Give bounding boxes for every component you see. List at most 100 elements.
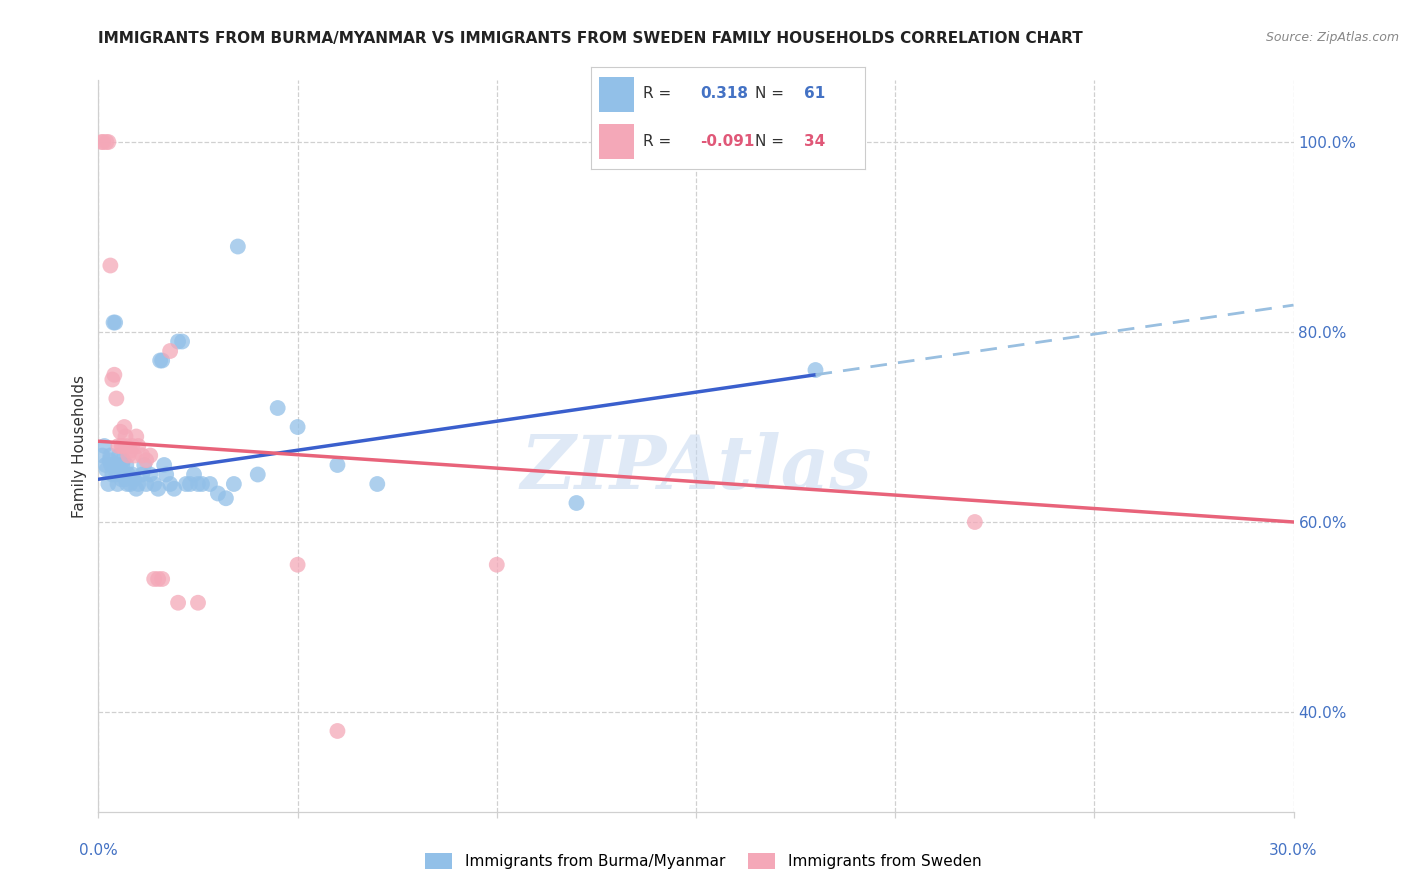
Point xyxy=(287,558,309,572)
Point xyxy=(121,467,143,482)
Point xyxy=(115,458,138,472)
Text: IMMIGRANTS FROM BURMA/MYANMAR VS IMMIGRANTS FROM SWEDEN FAMILY HOUSEHOLDS CORREL: IMMIGRANTS FROM BURMA/MYANMAR VS IMMIGRA… xyxy=(98,31,1083,46)
Point xyxy=(111,439,134,453)
Text: 34: 34 xyxy=(804,135,825,149)
Point xyxy=(246,467,269,482)
Point xyxy=(101,372,124,386)
Point xyxy=(207,486,229,500)
Point xyxy=(150,353,173,368)
Point xyxy=(963,515,986,529)
Point xyxy=(125,482,148,496)
Point xyxy=(121,439,143,453)
Point xyxy=(222,477,245,491)
Point xyxy=(107,477,129,491)
Point xyxy=(153,458,176,472)
Point xyxy=(103,316,125,330)
Point xyxy=(127,477,149,491)
Point xyxy=(103,368,125,382)
Point xyxy=(159,477,181,491)
Point xyxy=(215,491,238,506)
Point xyxy=(134,458,156,472)
Point xyxy=(117,449,139,463)
Point xyxy=(183,467,205,482)
Point xyxy=(90,135,112,149)
Point xyxy=(148,572,170,586)
Point xyxy=(267,401,290,415)
Point xyxy=(98,453,121,467)
Point xyxy=(143,477,166,491)
Text: ZIPAtlas: ZIPAtlas xyxy=(520,432,872,504)
Text: R =: R = xyxy=(643,86,671,101)
Point xyxy=(135,477,157,491)
Text: 61: 61 xyxy=(804,86,825,101)
Point xyxy=(226,239,249,253)
Y-axis label: Family Households: Family Households xyxy=(72,375,87,517)
Point xyxy=(111,458,134,472)
Point xyxy=(115,439,138,453)
FancyBboxPatch shape xyxy=(599,124,634,159)
Point xyxy=(100,259,122,273)
Point xyxy=(135,453,157,467)
Point xyxy=(107,439,129,453)
Point xyxy=(91,449,114,463)
Point xyxy=(100,449,122,463)
Point xyxy=(124,449,146,463)
Point xyxy=(804,363,827,377)
Point xyxy=(105,392,128,406)
Text: N =: N = xyxy=(755,135,785,149)
Point xyxy=(148,482,170,496)
Point xyxy=(96,135,118,149)
Point xyxy=(287,420,309,434)
Point xyxy=(103,458,125,472)
Point xyxy=(114,472,136,486)
Point xyxy=(163,482,186,496)
Point xyxy=(124,472,146,486)
Point xyxy=(96,463,118,477)
Point xyxy=(150,572,173,586)
Point xyxy=(110,439,132,453)
Point xyxy=(127,439,149,453)
Point xyxy=(91,135,114,149)
Point xyxy=(112,467,135,482)
Point xyxy=(155,467,177,482)
Point xyxy=(112,420,135,434)
Legend: Immigrants from Burma/Myanmar, Immigrants from Sweden: Immigrants from Burma/Myanmar, Immigrant… xyxy=(419,847,987,875)
Point xyxy=(120,443,142,458)
Point xyxy=(565,496,588,510)
Point xyxy=(159,344,181,359)
Point xyxy=(117,467,139,482)
Text: 0.318: 0.318 xyxy=(700,86,748,101)
Point xyxy=(97,135,120,149)
Point xyxy=(139,467,162,482)
Point xyxy=(105,467,128,482)
Text: R =: R = xyxy=(643,135,671,149)
Point xyxy=(172,334,194,349)
Point xyxy=(131,467,153,482)
Point xyxy=(110,463,132,477)
Text: Source: ZipAtlas.com: Source: ZipAtlas.com xyxy=(1265,31,1399,45)
Point xyxy=(131,449,153,463)
Point xyxy=(191,477,214,491)
Point xyxy=(107,458,129,472)
Point xyxy=(149,353,172,368)
Point xyxy=(326,458,349,472)
Point xyxy=(326,723,349,738)
Point xyxy=(125,429,148,443)
Point xyxy=(108,449,131,463)
Point xyxy=(114,429,136,443)
Point xyxy=(97,477,120,491)
Point xyxy=(179,477,201,491)
Point xyxy=(101,467,124,482)
Point xyxy=(187,477,209,491)
Point xyxy=(112,453,135,467)
Point xyxy=(94,458,117,472)
Point xyxy=(167,334,190,349)
Text: N =: N = xyxy=(755,86,785,101)
Point xyxy=(120,477,142,491)
Point xyxy=(104,316,127,330)
Point xyxy=(143,572,166,586)
Point xyxy=(139,449,162,463)
Text: 30.0%: 30.0% xyxy=(1270,843,1317,858)
Point xyxy=(485,558,508,572)
Point xyxy=(174,477,197,491)
